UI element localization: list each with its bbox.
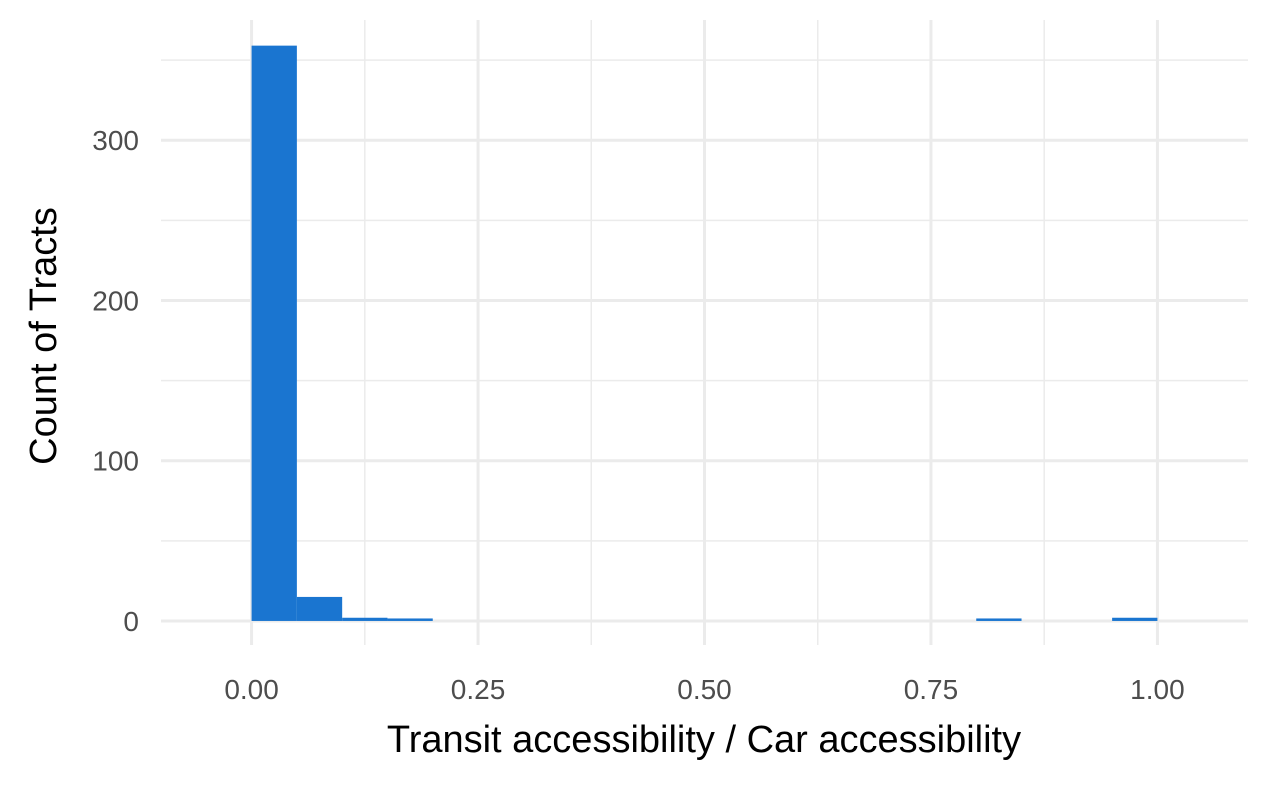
x-axis-tick-labels: 0.00 0.25 0.50 0.75 1.00 bbox=[224, 674, 1184, 705]
histogram-bar bbox=[976, 618, 1022, 621]
x-tick-label: 0.50 bbox=[677, 674, 732, 705]
x-tick-label: 0.25 bbox=[451, 674, 506, 705]
y-tick-label: 200 bbox=[92, 285, 139, 316]
histogram-bars bbox=[251, 45, 1158, 621]
x-axis-title: Transit accessibility / Car accessibilit… bbox=[387, 719, 1021, 761]
y-tick-label: 300 bbox=[92, 125, 139, 156]
y-axis-tick-labels: 0 100 200 300 bbox=[92, 125, 139, 637]
x-tick-label: 1.00 bbox=[1130, 674, 1185, 705]
histogram-bar bbox=[387, 618, 433, 621]
y-axis-title: Count of Tracts bbox=[23, 207, 65, 465]
histogram-bar bbox=[1112, 617, 1158, 621]
histogram-bar bbox=[342, 617, 388, 621]
x-tick-label: 0.75 bbox=[904, 674, 959, 705]
major-gridlines bbox=[161, 20, 1248, 645]
y-tick-label: 100 bbox=[92, 446, 139, 477]
x-tick-label: 0.00 bbox=[224, 674, 279, 705]
histogram-bar bbox=[251, 45, 297, 621]
histogram-bar bbox=[296, 596, 343, 621]
y-tick-label: 0 bbox=[123, 606, 139, 637]
